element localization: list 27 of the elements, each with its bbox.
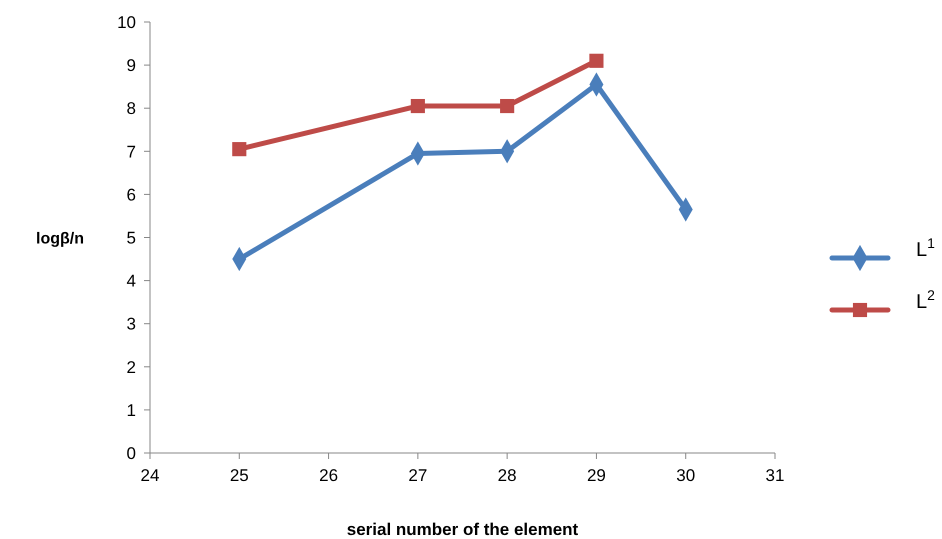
y-tick-label: 1 — [126, 400, 136, 420]
x-tick-label: 29 — [586, 466, 606, 485]
point — [500, 98, 514, 114]
y-tick-label: 8 — [126, 99, 136, 118]
point — [589, 54, 604, 68]
x-tick-label: 27 — [408, 466, 428, 485]
x-tick-label: 25 — [230, 466, 249, 485]
x-axis-title: serial number of the element — [346, 520, 579, 539]
y-tick-label: 9 — [126, 56, 136, 76]
y-tick-label: 7 — [126, 142, 136, 162]
y-tick-label: 0 — [126, 444, 136, 463]
y-tick-label: 3 — [126, 314, 136, 334]
y-tick-label: 2 — [126, 358, 136, 377]
x-tick-label: 24 — [140, 466, 160, 485]
y-tick-label: 4 — [126, 272, 136, 291]
point — [232, 142, 246, 156]
x-tick-label: 28 — [498, 466, 517, 485]
y-tick-label: 5 — [126, 228, 136, 248]
y-tick-label: 6 — [126, 185, 136, 204]
legend-label: L$^{1}$ — [916, 235, 936, 261]
y-axis-title: logβ/n — [36, 230, 84, 248]
x-tick-label: 31 — [766, 466, 784, 485]
x-tick-label: 30 — [676, 466, 696, 485]
point — [410, 98, 425, 114]
x-tick-label: 26 — [319, 466, 338, 485]
legend-label: L$^{2}$ — [916, 287, 936, 313]
y-tick-label: 10 — [117, 12, 136, 32]
